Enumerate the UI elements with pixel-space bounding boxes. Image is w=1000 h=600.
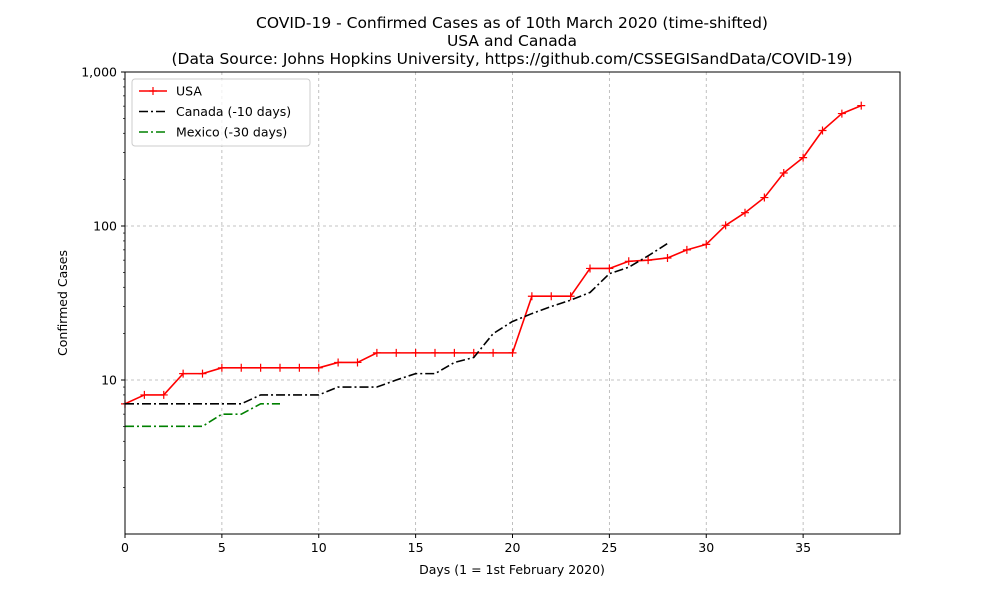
data-point bbox=[586, 264, 594, 273]
data-point bbox=[644, 256, 653, 265]
data-point bbox=[682, 245, 691, 254]
data-point bbox=[547, 292, 556, 301]
x-tick-label: 0 bbox=[121, 540, 129, 555]
legend: USA Canada (-10 days) Mexico (-30 days) bbox=[131, 78, 311, 147]
chart-title-line-1: COVID-19 - Confirmed Cases as of 10th Ma… bbox=[256, 14, 768, 32]
legend-box bbox=[131, 78, 311, 147]
data-point bbox=[237, 363, 246, 372]
data-point bbox=[450, 348, 459, 357]
data-point bbox=[857, 101, 866, 110]
data-point bbox=[256, 363, 265, 372]
data-point bbox=[779, 168, 788, 177]
grid bbox=[125, 72, 900, 534]
data-point bbox=[392, 348, 401, 357]
plot-series bbox=[121, 101, 866, 428]
x-tick-label: 15 bbox=[408, 540, 424, 555]
data-point bbox=[159, 390, 168, 399]
data-point bbox=[605, 264, 614, 273]
y-tick-label: 1,000 bbox=[81, 65, 117, 80]
data-point bbox=[179, 369, 188, 378]
data-point bbox=[276, 363, 284, 372]
x-tick-label: 5 bbox=[218, 540, 226, 555]
series-line-2 bbox=[125, 403, 280, 428]
data-point bbox=[411, 348, 420, 357]
legend-label: USA bbox=[176, 84, 202, 99]
y-tick-label: 10 bbox=[101, 373, 117, 388]
legend-marker bbox=[149, 87, 157, 95]
data-point bbox=[760, 193, 769, 202]
data-point bbox=[702, 240, 711, 249]
data-point bbox=[741, 208, 749, 217]
data-point bbox=[372, 348, 381, 357]
x-tick-label: 35 bbox=[795, 540, 811, 555]
x-tick-label: 20 bbox=[505, 540, 521, 555]
data-point bbox=[799, 153, 808, 162]
x-tick-label: 10 bbox=[311, 540, 327, 555]
data-point bbox=[837, 109, 846, 118]
data-point bbox=[353, 358, 362, 367]
chart-title-line-3: (Data Source: Johns Hopkins University, … bbox=[171, 50, 852, 68]
data-point bbox=[663, 253, 672, 262]
y-tick-label: 100 bbox=[93, 219, 117, 234]
y-axis-label: Confirmed Cases bbox=[55, 250, 70, 356]
axes: 0 5 10 15 20 25 30 35 10 100 1,000 bbox=[81, 65, 811, 556]
data-point bbox=[469, 348, 478, 357]
data-point bbox=[721, 221, 730, 230]
series-line-1 bbox=[125, 242, 668, 405]
data-point bbox=[818, 126, 827, 135]
data-point bbox=[314, 363, 323, 372]
data-point bbox=[198, 369, 207, 378]
data-point bbox=[508, 348, 517, 357]
legend-label: Mexico (-30 days) bbox=[176, 125, 287, 140]
x-tick-label: 30 bbox=[698, 540, 714, 555]
data-point bbox=[489, 348, 498, 357]
data-point bbox=[527, 292, 536, 301]
chart-title-line-2: USA and Canada bbox=[447, 32, 577, 50]
data-point bbox=[624, 257, 633, 266]
x-tick-label: 25 bbox=[601, 540, 617, 555]
data-point bbox=[217, 363, 226, 372]
legend-label: Canada (-10 days) bbox=[176, 104, 291, 119]
data-point bbox=[566, 292, 575, 301]
x-axis-label: Days (1 = 1st February 2020) bbox=[419, 562, 605, 577]
data-point bbox=[431, 348, 439, 357]
data-point bbox=[140, 390, 149, 399]
data-point bbox=[334, 358, 343, 367]
data-point bbox=[295, 363, 304, 372]
